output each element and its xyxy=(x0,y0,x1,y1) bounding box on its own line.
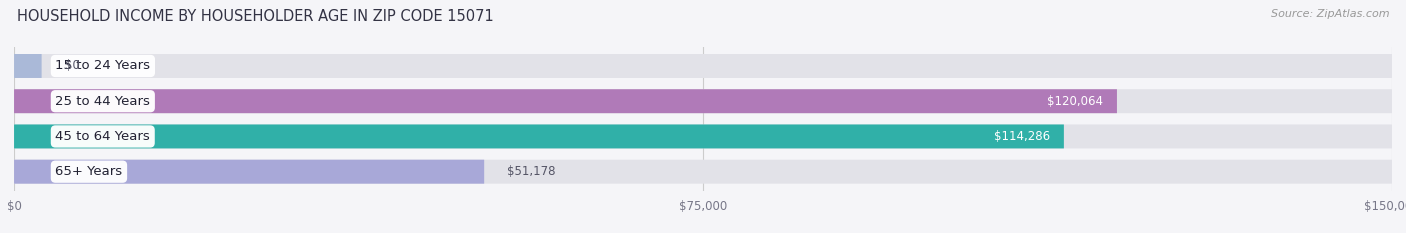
Text: 15 to 24 Years: 15 to 24 Years xyxy=(55,59,150,72)
FancyBboxPatch shape xyxy=(14,54,1392,78)
Text: HOUSEHOLD INCOME BY HOUSEHOLDER AGE IN ZIP CODE 15071: HOUSEHOLD INCOME BY HOUSEHOLDER AGE IN Z… xyxy=(17,9,494,24)
FancyBboxPatch shape xyxy=(14,124,1392,148)
FancyBboxPatch shape xyxy=(14,160,484,184)
Text: $51,178: $51,178 xyxy=(508,165,555,178)
FancyBboxPatch shape xyxy=(14,89,1392,113)
Text: 45 to 64 Years: 45 to 64 Years xyxy=(55,130,150,143)
FancyBboxPatch shape xyxy=(14,89,1116,113)
Text: $120,064: $120,064 xyxy=(1047,95,1104,108)
FancyBboxPatch shape xyxy=(14,160,1392,184)
FancyBboxPatch shape xyxy=(14,54,42,78)
FancyBboxPatch shape xyxy=(14,124,1064,148)
Text: Source: ZipAtlas.com: Source: ZipAtlas.com xyxy=(1271,9,1389,19)
Text: 25 to 44 Years: 25 to 44 Years xyxy=(55,95,150,108)
Text: 65+ Years: 65+ Years xyxy=(55,165,122,178)
Text: $0: $0 xyxy=(65,59,80,72)
Text: $114,286: $114,286 xyxy=(994,130,1050,143)
